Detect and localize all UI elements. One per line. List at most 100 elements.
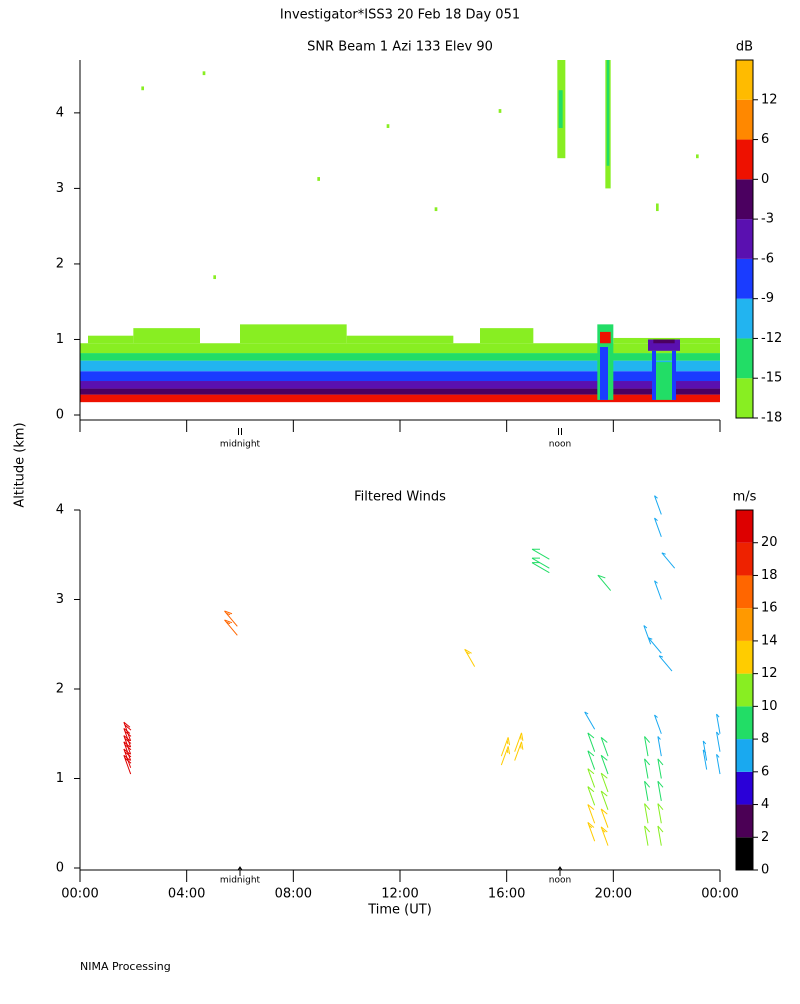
wind-barb: [644, 803, 651, 824]
wind-barb: [597, 574, 612, 591]
colorbar-bin: [736, 99, 753, 140]
wind-barb: [600, 826, 609, 846]
wind-barb: [643, 625, 652, 645]
wind-barb: [654, 714, 662, 734]
colorbar-tick-label: 16: [761, 601, 778, 616]
colorbar-tick-label: 18: [761, 568, 778, 583]
snr-cell: [653, 362, 675, 400]
y-tick-label: 2: [56, 682, 64, 697]
wind-barb: [587, 821, 596, 842]
wind-barb: [644, 825, 651, 846]
colorbar-bin: [736, 542, 753, 576]
wind-barb: [600, 772, 609, 793]
snr-cell: [346, 335, 454, 344]
colorbar-frame: [735, 509, 754, 871]
wind-barb: [661, 552, 676, 569]
y-tick-label: 0: [56, 861, 64, 876]
wind-barb: [500, 737, 511, 757]
snr-cell: [80, 394, 720, 403]
time-marker: [237, 866, 243, 876]
wind-barb: [654, 495, 662, 515]
snr-cell: [80, 371, 720, 382]
colorbar-tick-label: 14: [761, 633, 778, 648]
colorbar-frame: [735, 59, 754, 419]
snr-cell: [600, 331, 611, 344]
colorbar-tick-label: 0: [761, 172, 769, 187]
page-title: Investigator*ISS3 20 Feb 18 Day 051: [280, 8, 520, 23]
colorbar-tick-label: -12: [761, 331, 782, 346]
colorbar-tick-label: -18: [761, 411, 782, 426]
snr-cell: [386, 124, 390, 128]
colorbar-bin: [736, 706, 753, 740]
snr-cell: [80, 343, 720, 354]
y-tick-label: 1: [56, 332, 64, 347]
colorbar-tick-label: 12: [761, 666, 778, 681]
snr-cell: [672, 350, 676, 400]
colorbar-tick-label: 12: [761, 92, 778, 107]
x-tick-label: 12:00: [381, 887, 418, 902]
y-tick-label: 4: [56, 503, 64, 518]
snr-cell: [141, 86, 144, 91]
colorbar-bin: [736, 771, 753, 805]
colorbar-bin: [736, 338, 753, 379]
y-tick-label: 1: [56, 771, 64, 786]
colorbar-tick-label: 10: [761, 699, 778, 714]
snr-cell: [696, 154, 699, 159]
time-marker-label: midnight: [220, 876, 261, 886]
time-marker: [238, 428, 242, 435]
wind-barb: [514, 732, 524, 752]
wind-barb: [600, 754, 609, 775]
colorbar-tick-label: -15: [761, 371, 782, 386]
snr-cell: [133, 328, 200, 344]
time-marker-label: noon: [549, 876, 571, 886]
colorbar-bin: [736, 608, 753, 641]
snr-cell: [240, 324, 347, 344]
colorbar-bin: [736, 298, 753, 339]
wind-barb: [644, 736, 651, 757]
snr-cell: [80, 360, 720, 372]
wind-barb: [657, 736, 662, 757]
wind-barb: [657, 780, 664, 801]
colorbar-tick-label: 20: [761, 535, 778, 550]
x-tick-label: 00:00: [61, 887, 98, 902]
wind-barb: [657, 803, 664, 824]
snr-cell: [80, 381, 720, 389]
y-axis-label: Altitude (km): [13, 422, 28, 507]
snr-cell: [213, 275, 216, 280]
wind-barb: [600, 736, 609, 757]
colorbar-tick-label: -9: [761, 291, 774, 306]
wind-barb: [123, 721, 132, 742]
wind-barb: [600, 790, 609, 810]
colorbar-bin: [736, 739, 753, 772]
colorbar-bin: [736, 575, 753, 609]
colorbar-label: m/s: [733, 490, 757, 505]
y-tick-label: 0: [56, 408, 64, 423]
snr-cell: [652, 350, 656, 400]
colorbar-tick-label: -6: [761, 251, 774, 266]
footer: NIMA Processing: [80, 960, 171, 973]
wind-barb: [587, 768, 596, 788]
wind-barb: [702, 740, 708, 761]
colorbar-bin: [736, 258, 753, 299]
snr-cell: [434, 207, 438, 212]
y-tick-label: 3: [56, 181, 64, 196]
colorbar-bin: [736, 640, 753, 674]
chart-title: SNR Beam 1 Azi 133 Elev 90: [307, 40, 493, 55]
colorbar-bin: [736, 60, 753, 100]
colorbar-tick-label: 4: [761, 797, 769, 812]
snr-cell: [648, 339, 680, 351]
wind-barb: [657, 758, 664, 779]
time-marker: [557, 866, 563, 876]
wind-barb: [224, 610, 238, 627]
time-marker-label: noon: [549, 440, 571, 450]
wind-barb: [716, 754, 721, 775]
x-tick-label: 00:00: [701, 887, 738, 902]
wind-barb: [531, 562, 550, 574]
snr-cell: [480, 328, 534, 344]
x-tick-label: 20:00: [595, 887, 632, 902]
wind-barb: [587, 786, 596, 806]
time-marker-label: midnight: [220, 440, 261, 450]
wind-barb: [648, 637, 662, 654]
wind-barb: [716, 731, 721, 752]
